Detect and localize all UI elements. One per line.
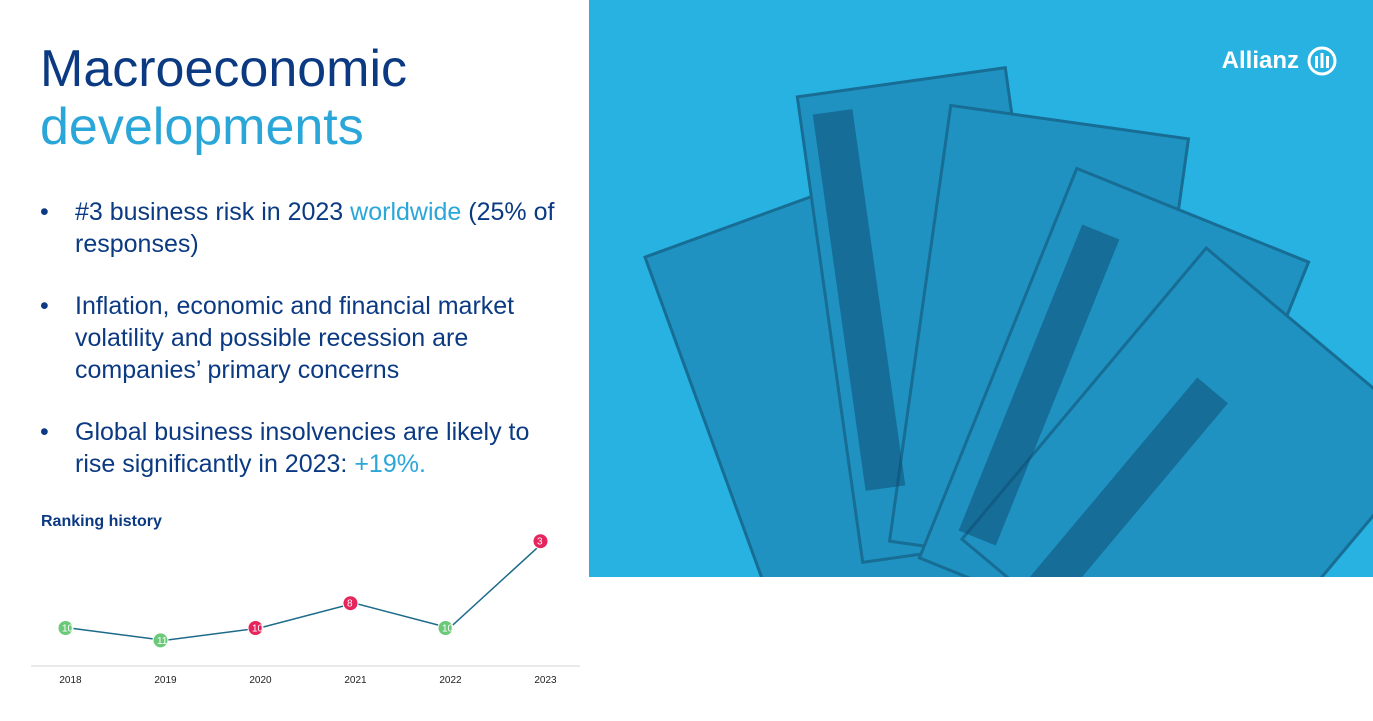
bullet-text: Inflation, economic and financial market… [75, 292, 515, 384]
point [437, 620, 454, 636]
banknotes-illustration [643, 65, 1373, 577]
bullet: Inflation, economic and financial market… [40, 290, 560, 386]
x-tick-label: 2021 [344, 675, 367, 686]
bullet: #3 business risk in 2023 worldwide (25% … [40, 196, 560, 260]
data-label: 11 [157, 636, 168, 647]
data-label: 8 [347, 599, 353, 610]
x-tick-label: 2020 [249, 675, 272, 686]
chart-title: Ranking history [41, 513, 162, 530]
point [532, 533, 549, 550]
line [69, 540, 546, 642]
bullet: Global business insolvencies are likely … [40, 416, 560, 480]
x-tick-label: 2023 [534, 675, 557, 686]
chart: Ranking history 10 11 10 8 10 3 2018 2019 2020 20… [31, 513, 580, 686]
point [247, 620, 264, 636]
title-line: Macroeconomic [40, 40, 408, 98]
bullet-text: worldwide [350, 198, 462, 226]
logo-text: Allianz [1221, 47, 1299, 74]
data-label: 3 [537, 537, 543, 548]
bullet-text: (25% of responses) [75, 198, 555, 258]
title: Macroeconomic developments [40, 40, 407, 156]
data-label: 10 [62, 624, 74, 635]
bullet-text: +19%. [354, 450, 426, 478]
data-label: 10 [252, 624, 264, 635]
bullet-list: #3 business risk in 2023 worldwide (25% … [40, 196, 560, 510]
photo: Allianz [589, 0, 1373, 577]
bullet-text: #3 business risk in 2023 [75, 198, 351, 226]
logo-icon [1307, 46, 1337, 76]
x-tick-label: 2018 [59, 675, 82, 686]
point [152, 632, 169, 649]
point [342, 595, 359, 612]
data-label: 10 [442, 624, 454, 635]
x-tick-label: 2022 [439, 675, 462, 686]
point [57, 620, 74, 636]
title-line: developments [40, 98, 364, 156]
bullet-text: Global business insolvencies are likely … [75, 418, 530, 478]
logo: Allianz [1222, 46, 1337, 76]
x-tick-label: 2019 [154, 675, 177, 686]
